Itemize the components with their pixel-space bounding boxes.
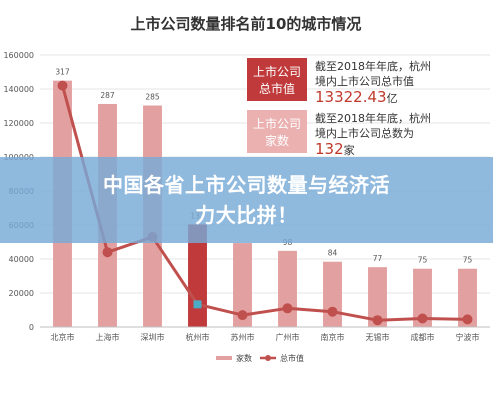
line-point (102, 247, 113, 258)
legend: 家数 总市值 (216, 353, 304, 363)
annotation-box-count-line1: 上市公司 (253, 116, 301, 131)
line-point (462, 314, 473, 325)
line-point (417, 313, 428, 324)
market-cap-line (61, 85, 468, 322)
y-tick-label: 140000 (3, 85, 34, 94)
bar-data-label: 287 (100, 91, 115, 100)
annotation-note-count-line2: 境内上市公司总数为 (315, 126, 414, 140)
bar-苏州市 (233, 243, 252, 327)
bar-data-label: 75 (463, 256, 473, 265)
line-point (372, 315, 383, 326)
line-series (57, 80, 473, 326)
y-tick-label: 160000 (3, 51, 34, 60)
annotation-box-market-cap-line1: 上市公司 (253, 64, 301, 79)
x-tick-label: 南京市 (321, 332, 345, 342)
annotation-box-market-cap-line2: 总市值 (259, 81, 295, 96)
banner-text: 中国各省上市公司数量与经济活力大比拼！ (103, 173, 390, 227)
legend-label-bar: 家数 (236, 353, 252, 363)
annotation-note-count-line1: 截至2018年年底，杭州 (315, 111, 431, 125)
annotation-market-cap-value: 13322.43 (315, 88, 387, 106)
annotation-note-market-cap-line1: 截至2018年年底，杭州 (315, 59, 431, 73)
y-tick-label: 0 (29, 323, 34, 332)
bar-成都市 (413, 268, 432, 327)
x-tick-label: 广州市 (276, 332, 300, 342)
annotation-market-cap-unit: 亿 (387, 92, 398, 105)
x-tick-label: 杭州市 (186, 332, 210, 342)
y-tick-label: 40000 (9, 255, 34, 264)
x-tick-label: 上海市 (96, 332, 120, 342)
annotation-panel: 上市公司 总市值 截至2018年年底，杭州 境内上市公司总市值 13322.43… (247, 58, 431, 158)
bar-data-label: 75 (418, 256, 428, 265)
y-tick-label: 120000 (3, 119, 34, 128)
bar-data-label: 77 (373, 254, 383, 263)
annotation-box-market-cap (247, 58, 307, 101)
chart-title: 上市公司数量排名前10的城市情况 (131, 15, 362, 33)
annotation-note-market-cap-value-line: 13322.43亿 (315, 88, 398, 106)
annotation-box-count-line2: 家数 (265, 133, 289, 148)
x-tick-label: 北京市 (51, 332, 75, 342)
line-point (282, 303, 293, 314)
bar-广州市 (278, 250, 297, 327)
line-point (237, 310, 248, 321)
bar-data-label: 317 (55, 68, 70, 77)
legend-swatch-line-marker (265, 355, 271, 361)
x-tick-label: 成都市 (411, 332, 435, 342)
legend-label-line: 总市值 (280, 353, 304, 363)
annotation-box-count (247, 110, 307, 153)
annotation-note-market-cap-line2: 境内上市公司总市值 (315, 74, 414, 88)
line-point (327, 306, 338, 317)
legend-swatch-bar (216, 356, 232, 360)
y-tick-label: 20000 (9, 289, 34, 298)
bar-杭州市 (188, 224, 207, 327)
banner: 中国各省上市公司数量与经济活力大比拼！ (0, 157, 493, 243)
x-tick-label: 无锡市 (366, 332, 390, 342)
bar-无锡市 (368, 267, 387, 327)
bar-南京市 (323, 261, 342, 327)
x-tick-label: 苏州市 (231, 332, 255, 342)
bar-data-label: 84 (328, 249, 338, 258)
annotation-count-value: 132 (315, 140, 344, 158)
x-axis: 北京市 上海市 深圳市 杭州市 苏州市 广州市 南京市 无锡市 成都市 宁波市 (40, 326, 490, 342)
annotation-count-unit: 家 (344, 143, 355, 157)
line-point (57, 80, 68, 91)
x-tick-label: 宁波市 (456, 332, 480, 342)
bar-data-label: 285 (145, 93, 160, 102)
bar-宁波市 (458, 268, 477, 327)
annotation-note-count-value-line: 132家 (315, 140, 355, 158)
x-tick-label: 深圳市 (141, 332, 165, 342)
line-point-highlight (193, 300, 202, 309)
